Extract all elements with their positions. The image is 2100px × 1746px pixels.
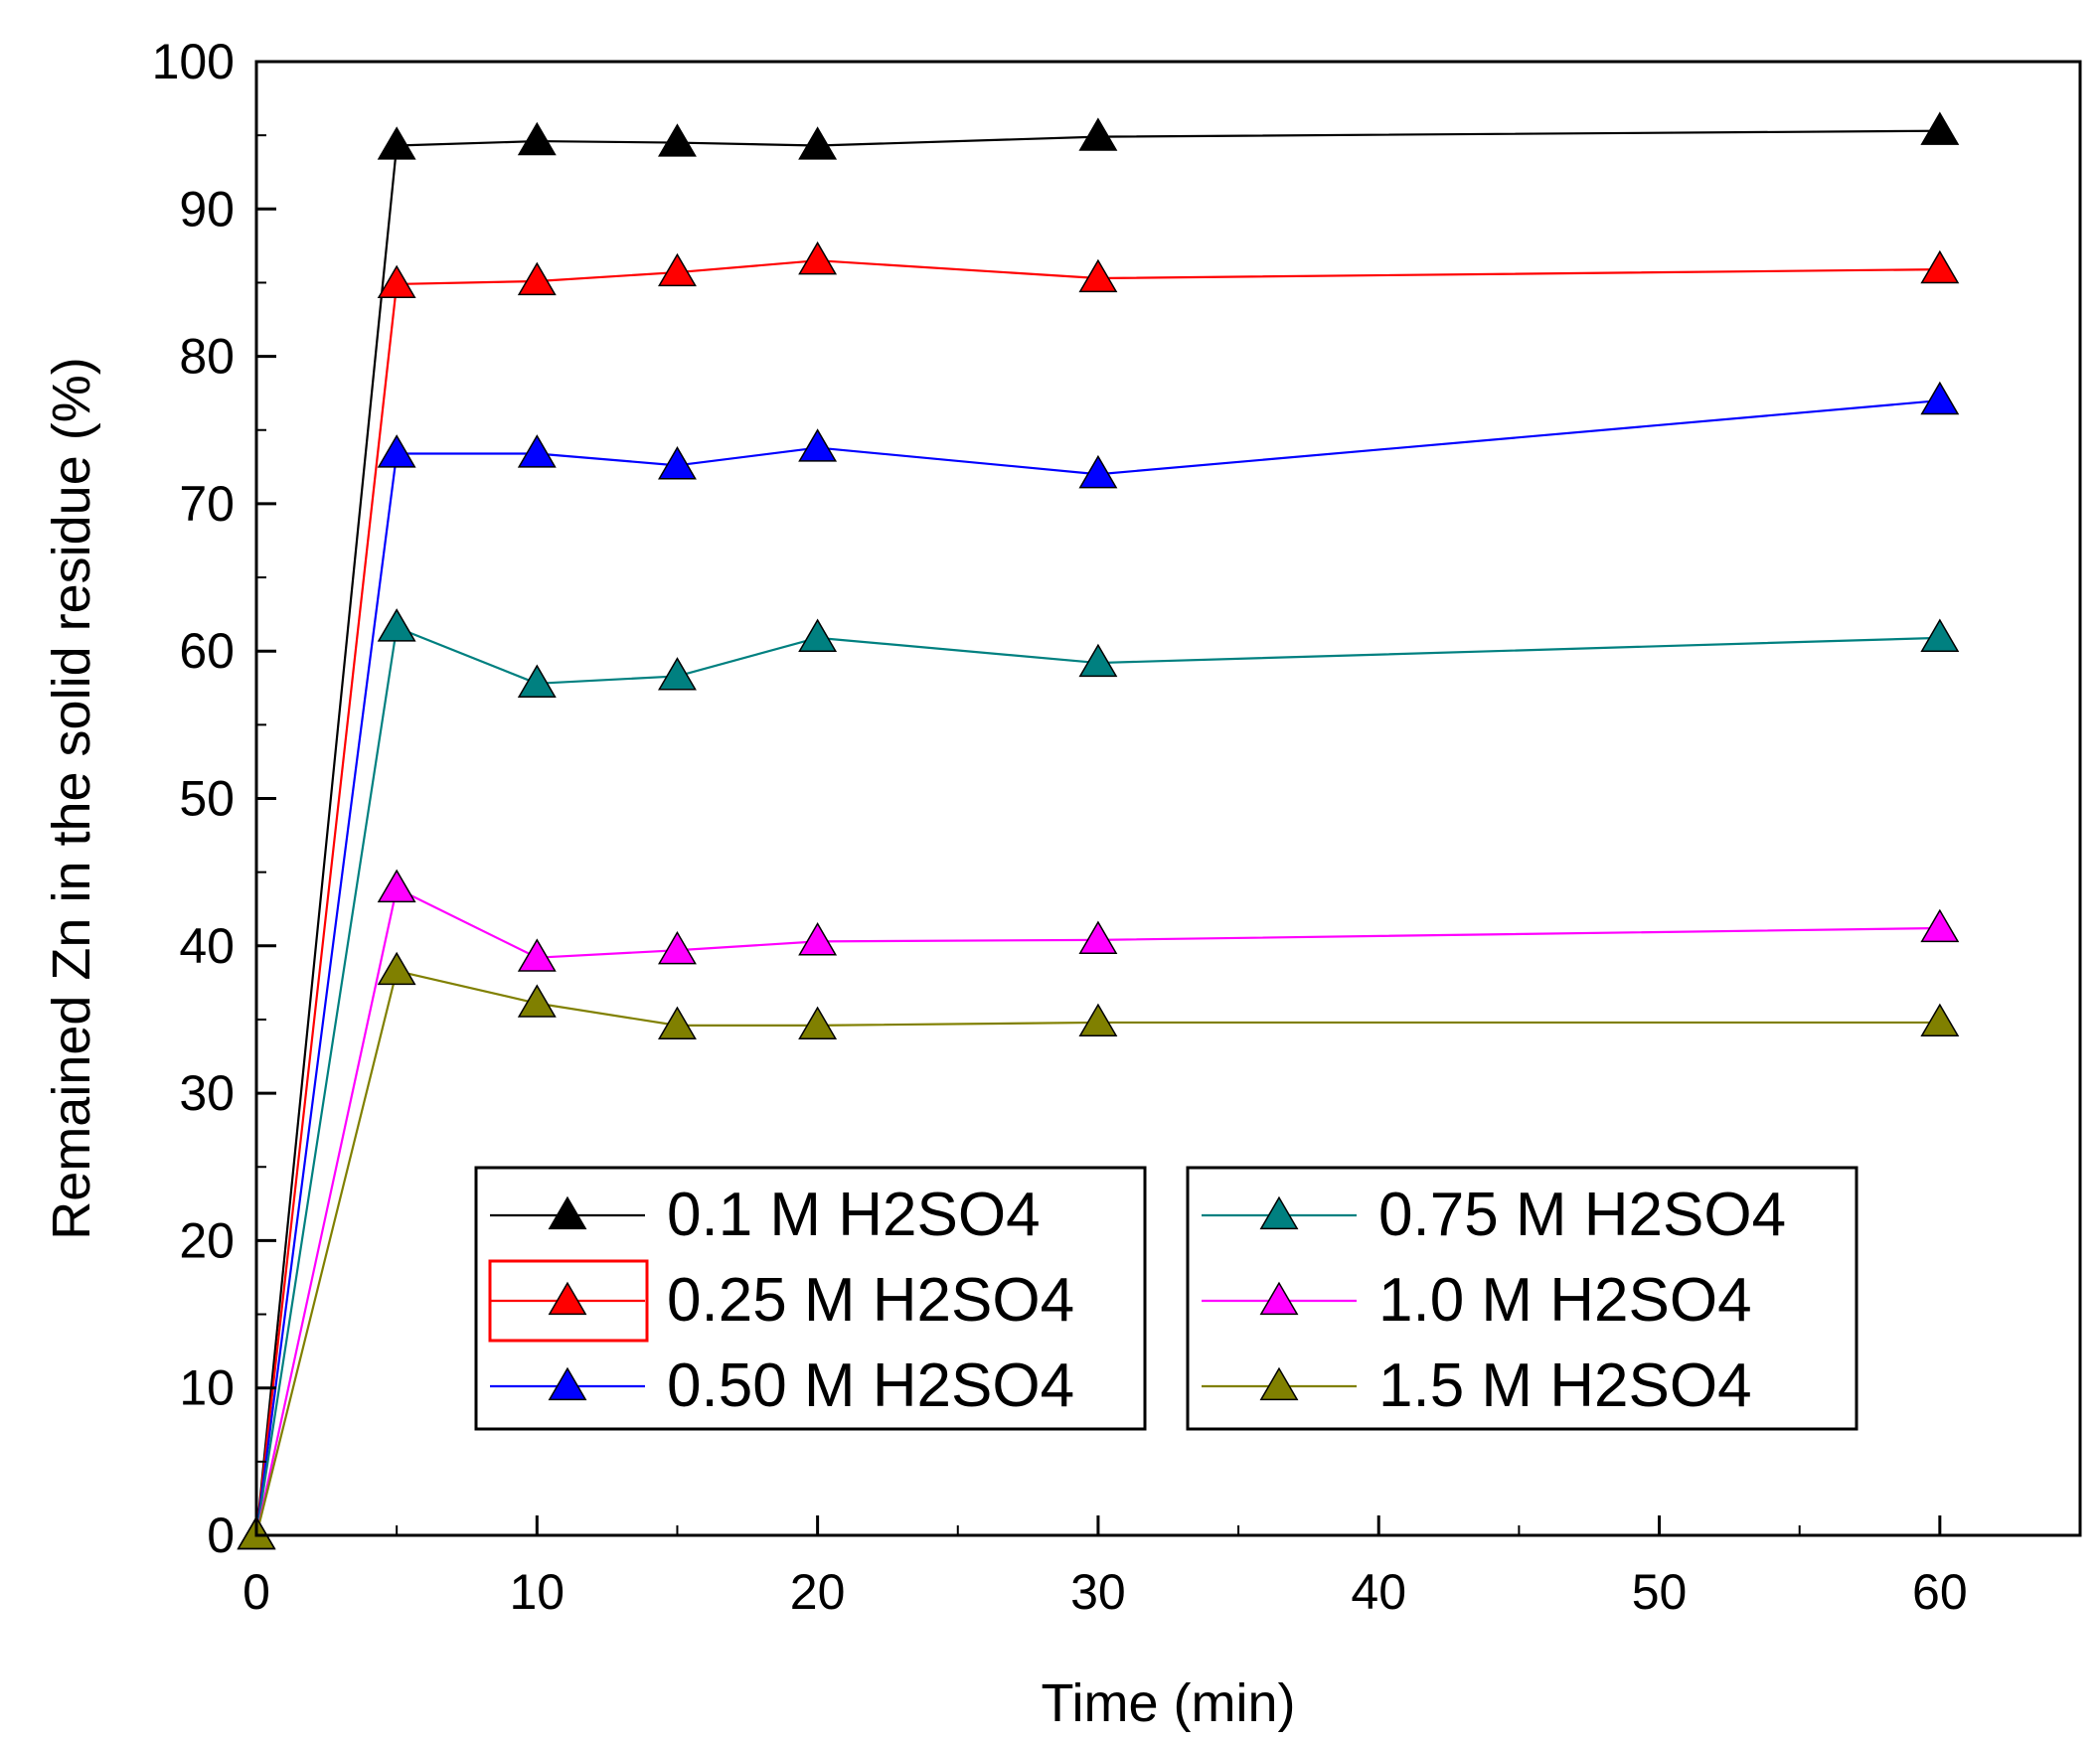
series-6-marker: [1920, 1003, 1960, 1037]
legend-label-3: 0.50 M H2SO4: [667, 1351, 1074, 1420]
series-5-marker: [377, 869, 416, 903]
series-3: [237, 381, 1960, 1550]
series-5-marker: [517, 938, 557, 972]
series-3-marker: [1920, 381, 1960, 415]
series-4-marker: [1920, 618, 1960, 652]
series-4-marker: [798, 618, 838, 652]
series-1-marker: [1920, 111, 1960, 145]
legend-marker-3: [548, 1366, 587, 1401]
series-1-marker: [658, 123, 697, 157]
y-tick-label: 70: [179, 476, 235, 532]
series-2-marker: [1078, 258, 1118, 293]
series-4-marker: [1078, 643, 1118, 678]
axis-layer: 0 10 20 30 40 50 60 0 10 20 30 40 50 60 70 80 90 100 Time …: [42, 34, 2082, 1733]
series-6-marker: [658, 1006, 697, 1039]
series-4-marker: [658, 657, 697, 691]
legend-label-5: 1.0 M H2SO4: [1378, 1266, 1752, 1335]
series-6-marker: [377, 951, 416, 986]
series-1-marker: [377, 126, 416, 160]
legend-marker-4: [1259, 1195, 1299, 1230]
legend-marker-5: [1259, 1281, 1299, 1316]
series-1: [237, 111, 1960, 1550]
y-tick-label: 100: [152, 34, 235, 89]
x-tick-label: 0: [242, 1564, 270, 1620]
y-tick-label: 20: [179, 1212, 235, 1268]
series-1-marker: [1078, 117, 1118, 151]
plot-layer: [237, 111, 1960, 1550]
series-5-marker: [1078, 920, 1118, 954]
series-3-marker: [658, 446, 697, 480]
series-2-marker: [517, 261, 557, 296]
x-tick-label: 50: [1632, 1564, 1688, 1620]
legend-layer: 0.1 M H2SO4 0.25 M H2SO4 0.50 M H2SO4 0.75 …: [474, 1166, 1858, 1431]
series-3-marker: [377, 434, 416, 468]
series-5-marker: [798, 922, 838, 956]
y-tick-label: 50: [179, 771, 235, 827]
series-5-marker: [658, 930, 697, 965]
series-3-marker: [798, 428, 838, 462]
legend-label-4: 0.75 M H2SO4: [1378, 1181, 1786, 1249]
legend-marker-6: [1259, 1366, 1299, 1401]
y-tick-label: 0: [207, 1508, 235, 1563]
y-tick-label: 40: [179, 918, 235, 974]
x-axis-title: Time (min): [1042, 1673, 1296, 1733]
series-3-marker: [1078, 454, 1118, 489]
series-1-marker: [517, 121, 557, 156]
y-tick-label: 30: [179, 1065, 235, 1121]
series-5-marker: [1920, 908, 1960, 943]
series-6-marker: [1078, 1003, 1118, 1037]
series-2-marker: [377, 264, 416, 299]
y-tick-label: 90: [179, 181, 235, 237]
series-6: [237, 951, 1960, 1550]
y-tick-label: 60: [179, 623, 235, 679]
legend-marker-1: [548, 1195, 587, 1230]
y-tick-label: 10: [179, 1360, 235, 1416]
y-axis-title: Remained Zn in the solid residue (%): [42, 357, 101, 1239]
series-2-marker: [798, 240, 838, 275]
y-tick-label: 80: [179, 329, 235, 385]
series-2-marker: [658, 252, 697, 287]
series-4-marker: [517, 664, 557, 698]
series-6-marker: [798, 1006, 838, 1039]
series-1-marker: [798, 126, 838, 160]
legend-label-6: 1.5 M H2SO4: [1378, 1351, 1752, 1420]
series-2-marker: [1920, 249, 1960, 284]
legend-label-1: 0.1 M H2SO4: [667, 1181, 1041, 1249]
x-tick-label: 20: [790, 1564, 846, 1620]
x-tick-label: 40: [1351, 1564, 1406, 1620]
x-tick-label: 60: [1912, 1564, 1968, 1620]
x-tick-label: 30: [1070, 1564, 1126, 1620]
legend-marker-2: [548, 1281, 587, 1316]
series-6-marker: [517, 984, 557, 1018]
series-3-marker: [517, 434, 557, 468]
x-tick-label: 10: [509, 1564, 565, 1620]
legend-label-2: 0.25 M H2SO4: [667, 1266, 1074, 1335]
series-4-marker: [377, 608, 416, 642]
